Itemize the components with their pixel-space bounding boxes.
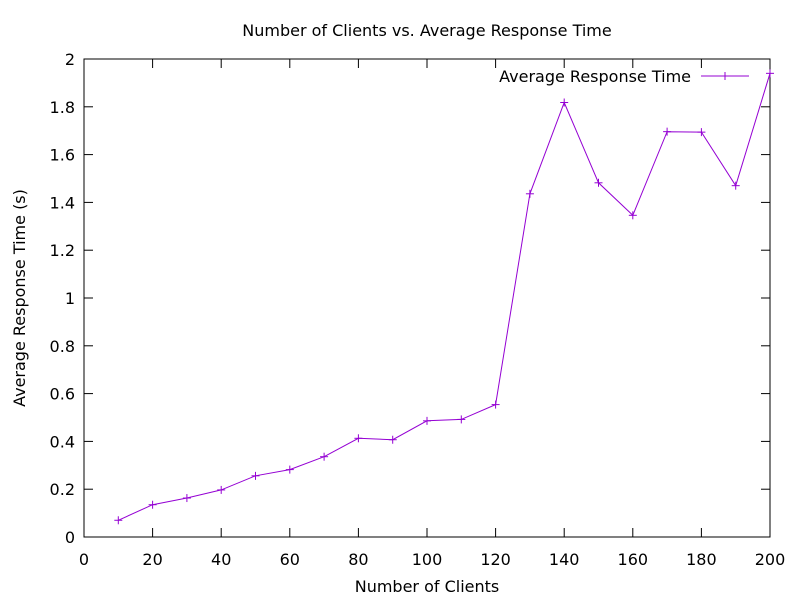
y-tick-label-6: 1.2 [50, 241, 75, 260]
data-point-0-3 [217, 485, 226, 494]
legend: Average Response Time [499, 67, 749, 86]
series-line-0 [118, 73, 771, 521]
x-tick-label-10: 200 [755, 550, 786, 569]
x-tick-label-3: 60 [280, 550, 300, 569]
legend-label-average-response-time: Average Response Time [499, 67, 691, 86]
data-point-0-5 [285, 465, 294, 474]
x-tick-label-2: 40 [211, 550, 231, 569]
data-point-0-16 [663, 127, 672, 136]
x-axis-label: Number of Clients [355, 577, 500, 596]
x-tick-label-9: 180 [686, 550, 717, 569]
data-point-0-0 [114, 516, 123, 525]
series-layer [114, 69, 774, 525]
x-tick-label-7: 140 [549, 550, 580, 569]
y-tick-label-8: 1.6 [50, 146, 75, 165]
x-tick-label-0: 0 [79, 550, 89, 569]
y-tick-label-4: 0.8 [50, 337, 75, 356]
data-point-0-19 [766, 69, 774, 78]
data-point-0-1 [148, 500, 157, 509]
data-point-0-13 [560, 98, 569, 107]
data-point-0-9 [423, 416, 431, 425]
data-point-0-18 [731, 181, 740, 190]
x-tick-label-1: 20 [142, 550, 162, 569]
data-point-0-10 [457, 415, 466, 424]
data-point-0-15 [628, 211, 637, 220]
y-tick-label-1: 0.2 [50, 480, 75, 499]
data-point-0-12 [525, 189, 534, 198]
data-point-0-17 [697, 128, 706, 137]
axis-ticks: 0 20 40 60 80 100 120 140 160 180 200 0 0.2 0.4 0.6 0.8… [50, 50, 786, 569]
x-tick-label-6: 120 [480, 550, 511, 569]
data-point-0-11 [491, 400, 500, 409]
y-tick-label-0: 0 [65, 528, 75, 547]
y-tick-label-10: 2 [65, 50, 75, 69]
data-point-0-8 [388, 435, 397, 444]
legend-marker-plus [721, 72, 729, 80]
x-tick-label-5: 100 [412, 550, 443, 569]
data-point-0-7 [354, 434, 363, 443]
x-tick-label-4: 80 [348, 550, 368, 569]
y-tick-label-9: 1.8 [50, 98, 75, 117]
chart-title: Number of Clients vs. Average Response T… [242, 21, 611, 40]
y-tick-label-7: 1.4 [50, 193, 75, 212]
x-tick-label-8: 160 [618, 550, 649, 569]
data-point-0-4 [251, 471, 260, 480]
data-point-0-14 [594, 178, 603, 187]
y-tick-label-3: 0.6 [50, 385, 75, 404]
data-point-0-6 [320, 452, 329, 461]
y-axis-label: Average Response Time (s) [10, 189, 29, 407]
legend-marker-plus-glyph [721, 72, 729, 80]
y-tick-label-5: 1 [65, 289, 75, 308]
data-point-0-2 [182, 494, 191, 503]
y-tick-label-2: 0.4 [50, 432, 75, 451]
